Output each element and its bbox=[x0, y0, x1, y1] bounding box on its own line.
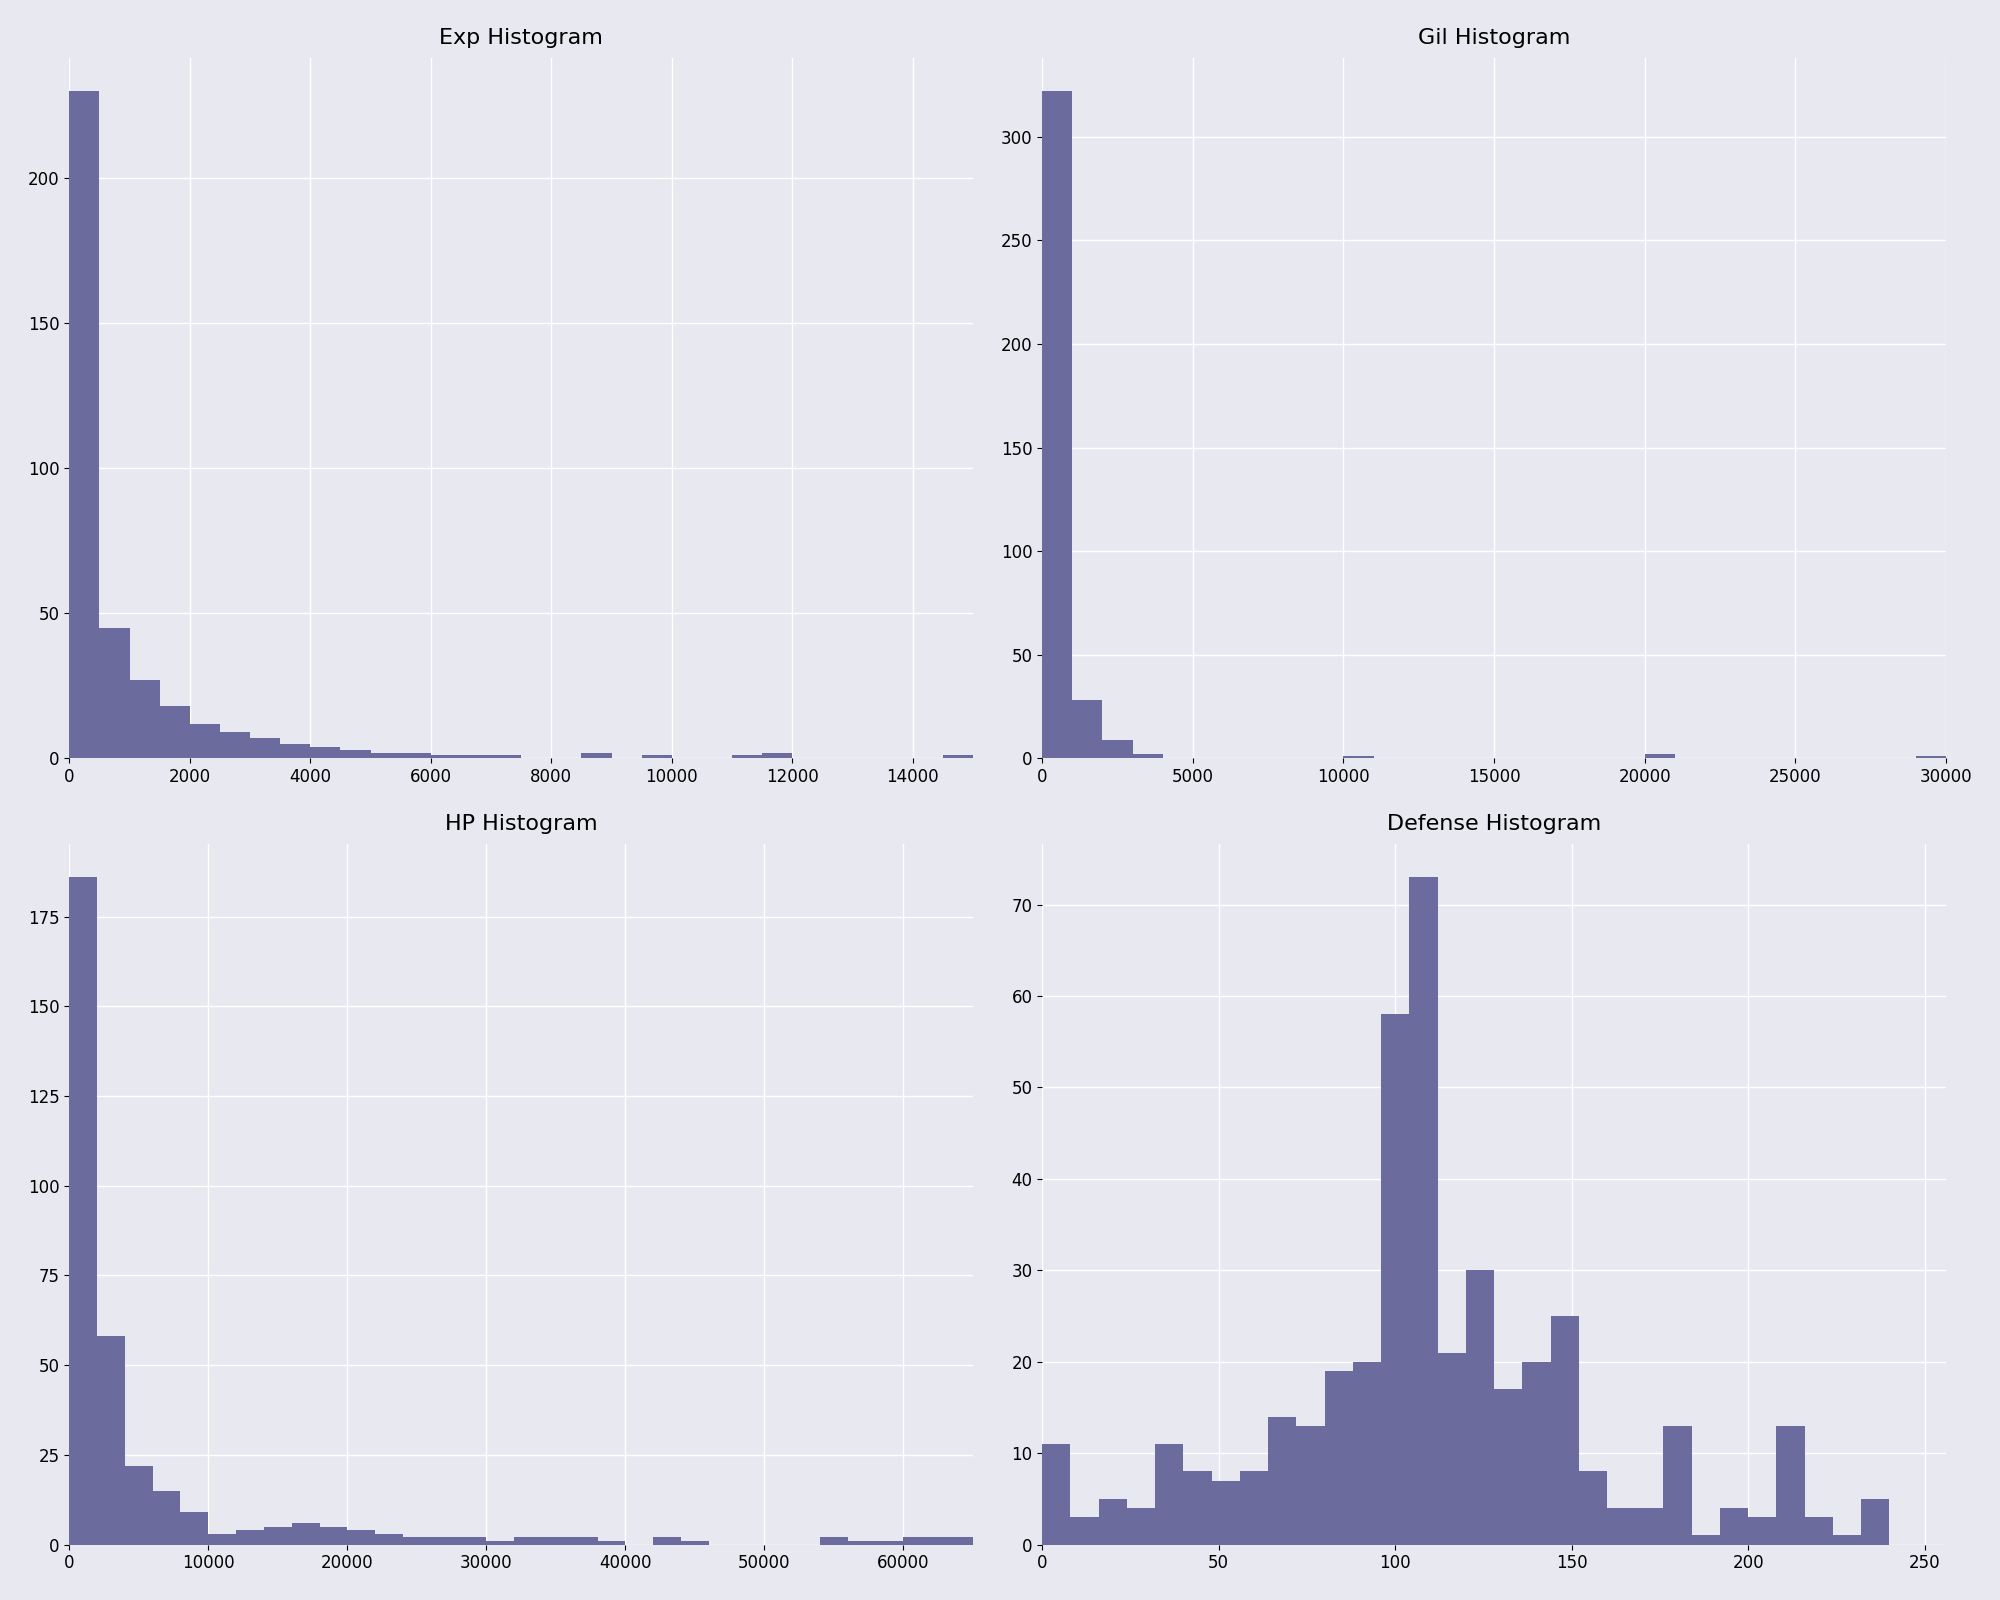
Title: HP Histogram: HP Histogram bbox=[444, 814, 598, 834]
Bar bbox=[376, 1534, 402, 1544]
Bar bbox=[820, 1538, 848, 1544]
Bar bbox=[348, 1530, 376, 1544]
Bar bbox=[1636, 1507, 1664, 1544]
Bar bbox=[310, 747, 340, 758]
Bar bbox=[70, 91, 100, 758]
Bar bbox=[460, 755, 492, 758]
Bar bbox=[1862, 1499, 1890, 1544]
Bar bbox=[220, 733, 250, 758]
Bar bbox=[1126, 1507, 1156, 1544]
Bar bbox=[762, 752, 792, 758]
Bar bbox=[280, 744, 310, 758]
Bar bbox=[1344, 757, 1374, 758]
Bar bbox=[1102, 739, 1132, 758]
Bar bbox=[402, 1538, 430, 1544]
Bar bbox=[1776, 1426, 1804, 1544]
Bar bbox=[1664, 1426, 1692, 1544]
Bar bbox=[1410, 877, 1438, 1544]
Bar bbox=[430, 1538, 458, 1544]
Bar bbox=[180, 1512, 208, 1544]
Bar bbox=[848, 1541, 904, 1544]
Bar bbox=[942, 755, 974, 758]
Bar bbox=[160, 706, 190, 758]
Bar bbox=[124, 1466, 152, 1544]
Bar bbox=[1352, 1362, 1382, 1544]
Bar bbox=[1042, 91, 1072, 758]
Bar bbox=[1184, 1472, 1212, 1544]
Bar bbox=[1466, 1270, 1494, 1544]
Bar bbox=[100, 627, 130, 758]
Bar bbox=[458, 1538, 486, 1544]
Title: Exp Histogram: Exp Histogram bbox=[440, 27, 604, 48]
Bar bbox=[904, 1538, 974, 1544]
Bar bbox=[642, 755, 672, 758]
Bar bbox=[582, 752, 612, 758]
Bar bbox=[236, 1530, 264, 1544]
Bar bbox=[250, 738, 280, 758]
Title: Defense Histogram: Defense Histogram bbox=[1386, 814, 1602, 834]
Bar bbox=[1132, 754, 1162, 758]
Bar bbox=[130, 680, 160, 758]
Bar bbox=[732, 755, 762, 758]
Bar bbox=[1098, 1499, 1126, 1544]
Bar bbox=[400, 752, 430, 758]
Bar bbox=[340, 750, 370, 758]
Bar bbox=[208, 1534, 236, 1544]
Bar bbox=[598, 1541, 626, 1544]
Bar bbox=[1324, 1371, 1352, 1544]
Bar bbox=[70, 877, 98, 1544]
Bar bbox=[1804, 1517, 1832, 1544]
Bar bbox=[190, 723, 220, 758]
Bar bbox=[1072, 701, 1102, 758]
Bar bbox=[1578, 1472, 1606, 1544]
Bar bbox=[1748, 1517, 1776, 1544]
Bar bbox=[1550, 1315, 1578, 1544]
Bar bbox=[1212, 1480, 1240, 1544]
Bar bbox=[98, 1336, 124, 1544]
Bar bbox=[1070, 1517, 1098, 1544]
Bar bbox=[320, 1526, 348, 1544]
Bar bbox=[492, 755, 522, 758]
Bar bbox=[542, 1538, 570, 1544]
Bar bbox=[1832, 1536, 1862, 1544]
Bar bbox=[1438, 1352, 1466, 1544]
Bar bbox=[1268, 1416, 1296, 1544]
Bar bbox=[430, 755, 460, 758]
Bar bbox=[486, 1541, 514, 1544]
Bar bbox=[1382, 1014, 1410, 1544]
Bar bbox=[1606, 1507, 1636, 1544]
Bar bbox=[654, 1538, 682, 1544]
Bar bbox=[1916, 757, 1946, 758]
Bar bbox=[1156, 1443, 1184, 1544]
Bar bbox=[682, 1541, 708, 1544]
Bar bbox=[152, 1491, 180, 1544]
Bar bbox=[1042, 1443, 1070, 1544]
Bar bbox=[1240, 1472, 1268, 1544]
Bar bbox=[1296, 1426, 1324, 1544]
Title: Gil Histogram: Gil Histogram bbox=[1418, 27, 1570, 48]
Bar bbox=[1644, 754, 1674, 758]
Bar bbox=[1522, 1362, 1550, 1544]
Bar bbox=[292, 1523, 320, 1544]
Bar bbox=[1494, 1389, 1522, 1544]
Bar bbox=[370, 752, 400, 758]
Bar bbox=[1692, 1536, 1720, 1544]
Bar bbox=[514, 1538, 542, 1544]
Bar bbox=[570, 1538, 598, 1544]
Bar bbox=[1720, 1507, 1748, 1544]
Bar bbox=[264, 1526, 292, 1544]
